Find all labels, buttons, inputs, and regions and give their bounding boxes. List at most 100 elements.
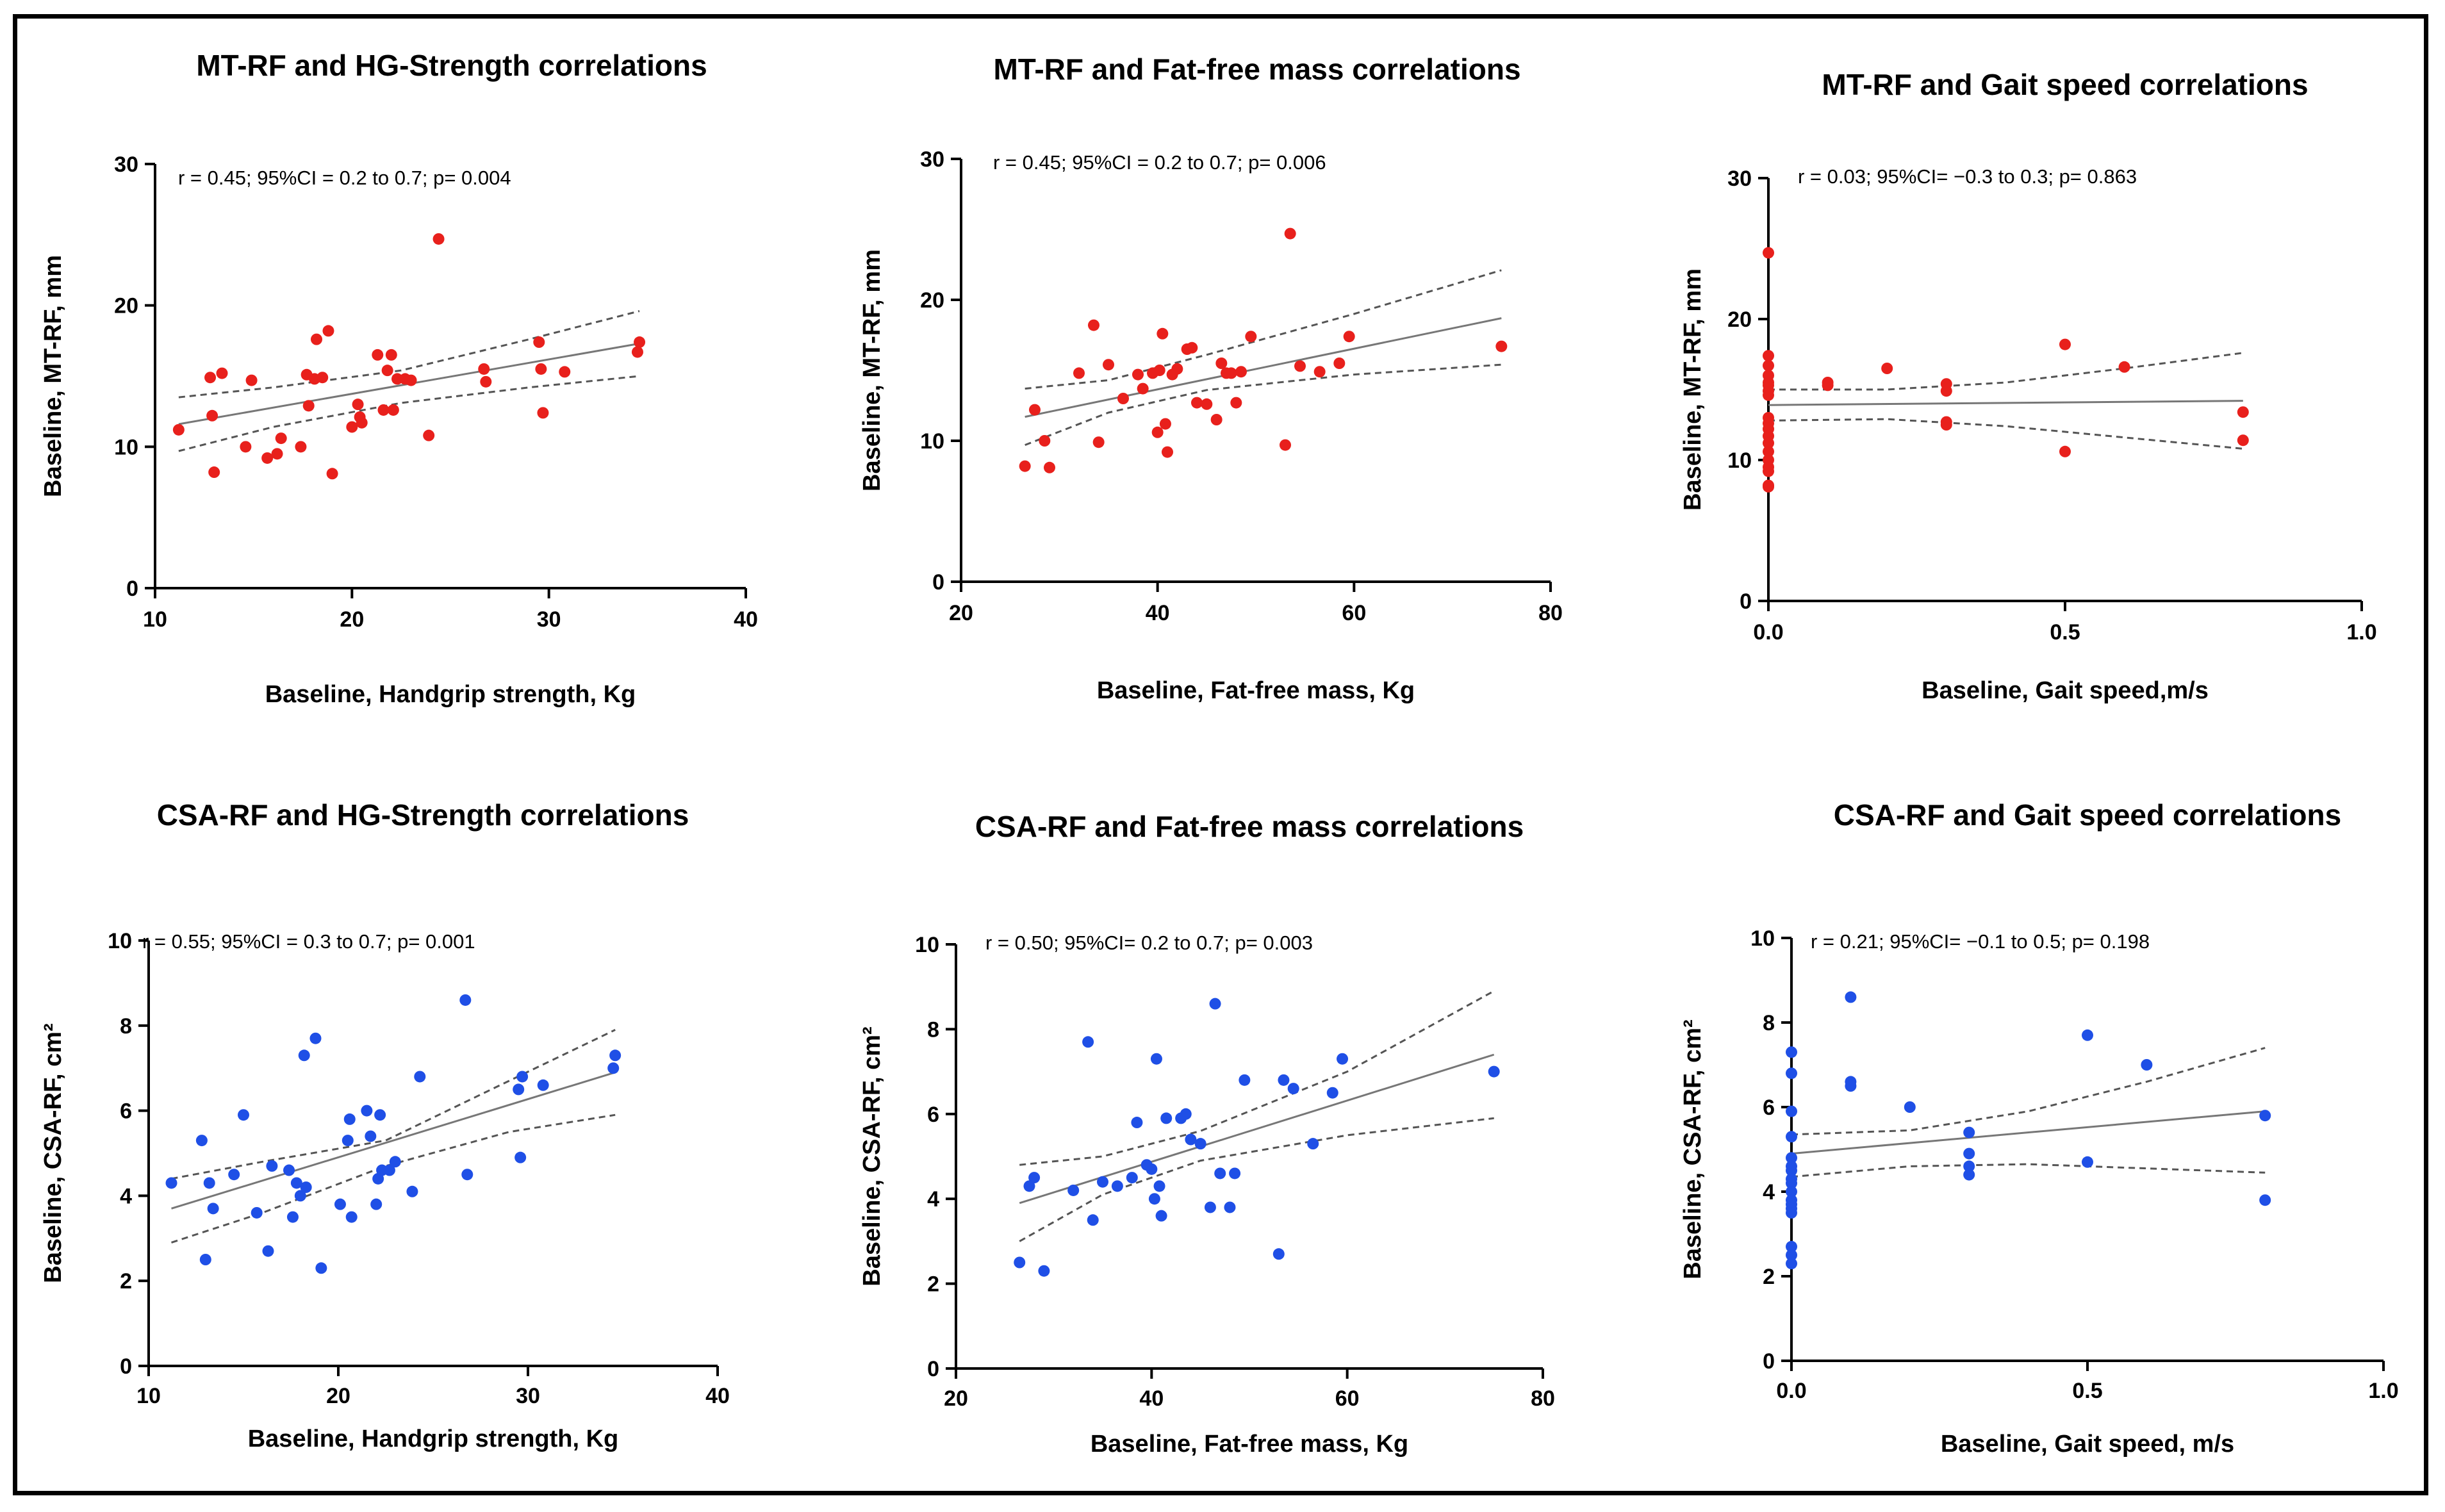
y-tick-label: 10 (1727, 448, 1752, 473)
x-axis-label: Baseline, Fat-free mass, Kg (1097, 677, 1415, 704)
data-point (1148, 1193, 1160, 1205)
data-point (275, 432, 287, 445)
data-point (317, 372, 329, 384)
x-tick-label: 0.0 (1776, 1379, 1806, 1403)
stats-annotation: r = 0.45; 95%CI = 0.2 to 0.7; p= 0.004 (178, 167, 511, 189)
data-point (290, 1177, 302, 1189)
data-point (535, 363, 547, 375)
data-point (1204, 1201, 1216, 1213)
data-point (1786, 1249, 1797, 1261)
data-point (1786, 1131, 1797, 1143)
y-tick-label: 0 (1740, 589, 1752, 614)
data-point (1210, 414, 1222, 425)
ci-lower-band (1791, 1163, 2266, 1178)
chart-panel-2: MT-RF and Fat-free mass correlations r = … (859, 53, 1563, 704)
data-point (1225, 367, 1237, 379)
data-point (1191, 397, 1203, 409)
data-point (1229, 1167, 1241, 1179)
x-tick-label: 1.0 (2368, 1379, 2398, 1403)
data-point (383, 1164, 395, 1176)
x-axis-label: Baseline, Gait speed, m/s (1941, 1431, 2234, 1458)
chart-panel-6: CSA-RF and Gait speed correlations r = 0.… (1679, 798, 2399, 1458)
data-point (238, 1109, 249, 1121)
data-point (1284, 227, 1296, 240)
data-point (1786, 1105, 1797, 1117)
data-point (1294, 360, 1306, 372)
data-point (1245, 331, 1257, 343)
chart-title: MT-RF and HG-Strength correlations (196, 49, 707, 82)
data-point (245, 374, 258, 386)
y-tick-label: 30 (114, 152, 138, 177)
data-point (1201, 398, 1213, 410)
data-point (1337, 1053, 1349, 1065)
y-axis-label: Baseline, CSA-RF, cm² (40, 1023, 67, 1283)
data-point (1019, 460, 1031, 472)
data-point (1185, 1133, 1197, 1146)
y-tick-label: 2 (120, 1269, 132, 1294)
data-point (559, 366, 571, 378)
data-point (1786, 1152, 1797, 1164)
x-tick-label: 10 (143, 607, 167, 632)
y-tick-label: 0 (1763, 1349, 1775, 1374)
data-point (1038, 1265, 1050, 1277)
ci-lower-band (171, 1113, 616, 1244)
ci-upper-band (171, 1029, 616, 1180)
data-point (1151, 426, 1164, 438)
y-tick-label: 10 (920, 429, 944, 454)
data-point (1786, 1258, 1797, 1270)
y-tick-label: 10 (1750, 926, 1775, 951)
x-tick-label: 0.5 (2050, 620, 2080, 645)
x-tick-label: 20 (326, 1384, 350, 1408)
data-point (1044, 461, 1055, 473)
data-point (2118, 361, 2130, 373)
x-tick-label: 60 (1335, 1386, 1360, 1411)
data-point (480, 375, 492, 388)
data-point (377, 404, 390, 416)
data-point (1763, 437, 1774, 449)
data-point (631, 346, 643, 358)
data-point (1215, 357, 1228, 369)
data-point (2059, 445, 2071, 457)
regression-line (1025, 317, 1502, 418)
x-tick-label: 40 (1146, 601, 1170, 625)
data-point (309, 1032, 322, 1044)
data-point (271, 448, 283, 460)
y-tick-label: 6 (120, 1099, 132, 1124)
data-point (478, 363, 490, 375)
data-point (2237, 434, 2249, 447)
ci-upper-band (178, 310, 640, 399)
data-point (345, 1211, 358, 1223)
data-point (1239, 1074, 1251, 1086)
data-point (1029, 404, 1041, 416)
y-tick-label: 20 (920, 288, 944, 313)
data-point (414, 1071, 426, 1083)
data-point (1103, 359, 1114, 371)
data-point (516, 1071, 529, 1083)
data-point (1146, 1163, 1158, 1175)
data-point (165, 1177, 177, 1189)
data-point (262, 1245, 274, 1257)
data-point (406, 1185, 418, 1197)
data-point (1097, 1176, 1108, 1188)
x-tick-label: 30 (537, 607, 561, 632)
data-point (537, 1079, 549, 1091)
data-point (356, 416, 368, 429)
y-axis-label: Baseline, CSA-RF, cm² (859, 1026, 885, 1286)
data-point (405, 374, 417, 386)
stats-annotation: r = 0.21; 95%CI= −0.1 to 0.5; p= 0.198 (1811, 930, 2150, 953)
y-tick-label: 8 (1763, 1011, 1775, 1035)
data-point (1280, 439, 1291, 451)
y-tick-label: 10 (114, 435, 138, 459)
data-point (315, 1262, 327, 1274)
regression-line (1019, 1053, 1495, 1204)
ci-upper-band (1791, 1047, 2266, 1136)
data-point (461, 1169, 473, 1181)
ci-lower-band (178, 375, 640, 452)
data-point (374, 1109, 386, 1121)
y-tick-label: 0 (120, 1354, 132, 1379)
data-point (203, 1177, 215, 1189)
y-axis-label: Baseline, MT-RF, mm (1679, 268, 1706, 511)
data-point (2082, 1029, 2093, 1041)
data-point (204, 372, 217, 384)
data-point (1963, 1147, 1975, 1160)
